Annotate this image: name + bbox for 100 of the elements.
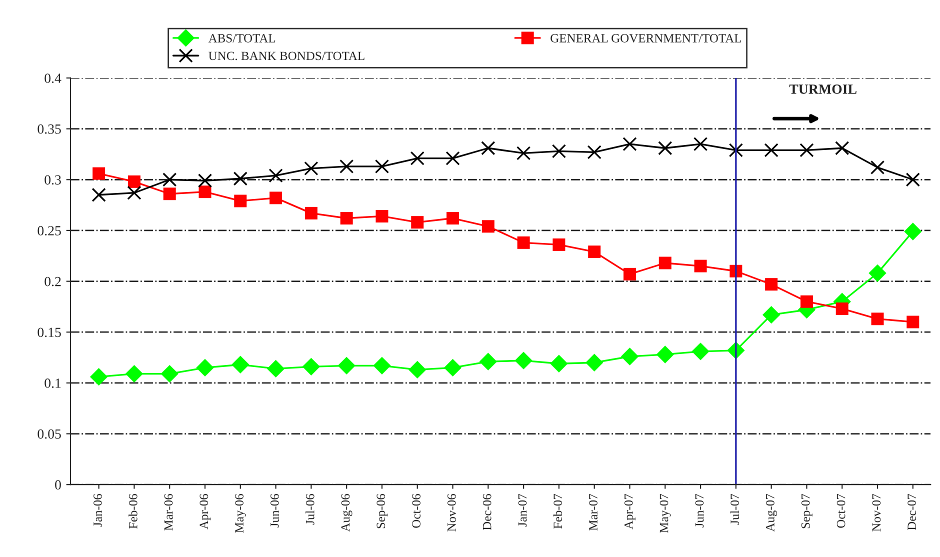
point xyxy=(162,172,177,187)
point xyxy=(444,358,462,377)
point xyxy=(92,167,106,180)
x-tick-label: May-06 xyxy=(235,494,246,533)
legend-label: ABS/TOTAL xyxy=(208,34,276,42)
x-tick-label: Aug-06 xyxy=(341,494,352,532)
point xyxy=(800,143,814,158)
point xyxy=(304,161,318,176)
point xyxy=(550,354,568,372)
y-tick-label: 0.3 xyxy=(44,175,61,185)
point xyxy=(694,260,707,272)
point xyxy=(906,316,920,328)
point xyxy=(693,136,708,152)
x-tick-label: Dec-06 xyxy=(482,494,492,530)
y-tick-label: 0 xyxy=(55,480,61,490)
point xyxy=(517,236,530,249)
point xyxy=(340,212,353,225)
point xyxy=(835,141,850,156)
point xyxy=(339,159,354,174)
x-tick-label: Jan-06 xyxy=(94,494,102,527)
point xyxy=(765,278,778,291)
point xyxy=(376,210,388,222)
x-tick-label: Apr-07 xyxy=(624,494,636,530)
x-tick-label: Mar-06 xyxy=(164,494,173,530)
y-tick-label: 0.15 xyxy=(38,328,61,338)
point xyxy=(446,151,460,166)
point xyxy=(160,364,178,383)
point xyxy=(270,192,282,204)
point xyxy=(514,352,532,370)
point xyxy=(198,186,212,198)
y-tick-label: 0.4 xyxy=(44,74,62,83)
point xyxy=(762,306,780,324)
point xyxy=(728,143,744,158)
point xyxy=(373,356,391,374)
x-tick-label: Feb-07 xyxy=(553,494,562,529)
x-tick-label: Sep-06 xyxy=(376,494,388,528)
y-tick-label: 0.25 xyxy=(38,226,61,236)
x-tick-label: Apr-06 xyxy=(200,494,211,530)
point xyxy=(198,174,212,188)
point xyxy=(588,246,601,258)
point xyxy=(656,346,674,364)
point xyxy=(800,295,813,308)
x-tick-label: Jan-07 xyxy=(518,494,527,527)
x-tick-label: Feb-06 xyxy=(128,494,138,529)
point xyxy=(623,268,636,280)
y-tick-label: 0.2 xyxy=(44,276,61,286)
point xyxy=(196,358,214,377)
point xyxy=(234,194,247,208)
point xyxy=(836,302,848,315)
x-tick-label: Jun-06 xyxy=(270,494,279,528)
x-tick-label: May-07 xyxy=(660,494,671,533)
point xyxy=(587,145,602,160)
annotation: TURMOIL xyxy=(789,84,856,94)
point xyxy=(764,143,778,158)
x-tick-label: Oct-07 xyxy=(836,494,846,528)
x-tick-label: Jul-06 xyxy=(306,494,314,525)
point xyxy=(552,238,566,251)
x-tick-label: Jul-07 xyxy=(730,494,740,525)
point xyxy=(304,206,318,220)
legend-label: UNC. BANK BONDS/TOTAL xyxy=(208,52,364,60)
point xyxy=(233,172,248,186)
x-tick-label: Nov-06 xyxy=(447,494,456,532)
x-tick-label: Nov-07 xyxy=(872,494,881,532)
point xyxy=(268,168,283,183)
point xyxy=(692,342,710,360)
x-tick-label: Mar-07 xyxy=(589,494,598,530)
point xyxy=(338,356,356,374)
point xyxy=(906,172,920,187)
y-tick-label: 0.35 xyxy=(38,124,61,134)
point xyxy=(446,212,460,225)
point xyxy=(658,256,672,270)
point xyxy=(904,222,922,240)
point xyxy=(410,151,424,166)
point xyxy=(302,358,320,376)
legend-label: GENERAL GOVERNMENT/TOTAL xyxy=(550,34,742,43)
x-tick-label: Aug-07 xyxy=(766,494,777,532)
point xyxy=(163,188,176,200)
point xyxy=(90,368,108,386)
point xyxy=(374,159,390,174)
point xyxy=(479,352,497,370)
x-tick-label: Sep-07 xyxy=(801,494,812,528)
point xyxy=(481,141,496,156)
point xyxy=(586,354,604,372)
point xyxy=(127,186,142,200)
point xyxy=(125,364,144,383)
point xyxy=(658,141,672,156)
point xyxy=(411,216,424,229)
point xyxy=(552,144,566,158)
point xyxy=(868,264,886,282)
point xyxy=(232,356,250,374)
point xyxy=(266,360,285,378)
point xyxy=(408,360,426,379)
y-tick-label: 0.1 xyxy=(44,378,61,388)
point xyxy=(871,312,884,326)
point xyxy=(516,146,531,160)
x-tick-label: Oct-06 xyxy=(412,494,420,528)
x-tick-label: Dec-07 xyxy=(908,494,916,530)
y-tick-label: 0.05 xyxy=(38,429,61,439)
point xyxy=(128,175,140,188)
point xyxy=(92,188,106,202)
